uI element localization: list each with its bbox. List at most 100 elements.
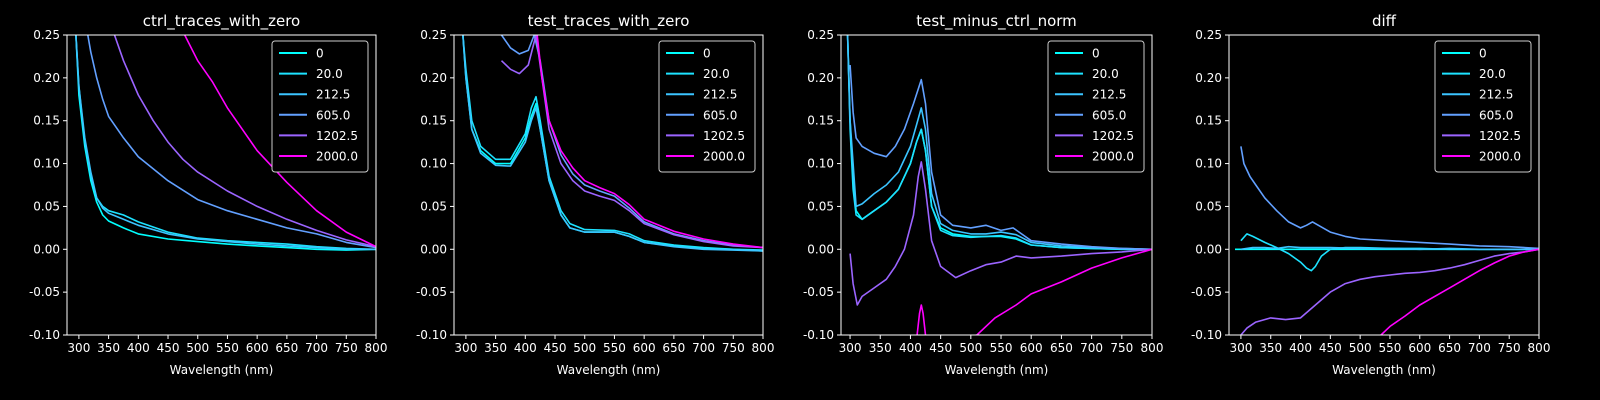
y-tick-label: 0.15: [33, 114, 60, 128]
x-tick-label: 700: [692, 341, 715, 355]
series-line-212.5: [1240, 245, 1539, 251]
y-tick-label: 0.25: [807, 28, 834, 42]
legend-label: 1202.5: [703, 129, 745, 143]
x-tick-label: 300: [1229, 341, 1252, 355]
legend-label: 0: [316, 47, 324, 61]
x-axis-label: Wavelength (nm): [170, 363, 274, 377]
x-tick-label: 350: [869, 341, 892, 355]
y-tick-label: 0.20: [420, 71, 447, 85]
legend-label: 20.0: [703, 67, 730, 81]
x-tick-label: 450: [157, 341, 180, 355]
legend-label: 2000.0: [316, 150, 358, 164]
y-tick-label: 0.10: [807, 157, 834, 171]
series-line-20.0: [846, 35, 1152, 251]
series-line-1202.5: [113, 35, 376, 248]
y-tick-label: 0.15: [1195, 114, 1222, 128]
x-tick-label: 450: [929, 341, 952, 355]
y-tick-label: 0.10: [1195, 157, 1222, 171]
x-tick-label: 650: [275, 341, 298, 355]
legend-label: 20.0: [316, 67, 343, 81]
x-tick-label: 700: [1468, 341, 1491, 355]
x-tick-label: 600: [1020, 341, 1043, 355]
x-tick-label: 600: [1408, 341, 1431, 355]
x-tick-label: 550: [1379, 341, 1402, 355]
x-tick-label: 300: [454, 341, 477, 355]
x-tick-label: 300: [67, 341, 90, 355]
x-tick-label: 800: [752, 341, 775, 355]
series-line-20.0: [1240, 233, 1539, 272]
legend: 0 20.0 212.5 605.0 1202.5 2000.0: [271, 40, 369, 173]
series-lines: [846, 35, 1152, 335]
x-tick-label: 800: [1528, 341, 1551, 355]
legend-label: 0: [1092, 47, 1100, 61]
x-tick-label: 350: [97, 341, 120, 355]
y-tick-label: 0.20: [33, 71, 60, 85]
x-tick-label: 400: [127, 341, 150, 355]
y-tick-label: -0.05: [803, 285, 834, 299]
legend-label: 1202.5: [1092, 129, 1134, 143]
legend-label: 605.0: [316, 108, 350, 122]
y-tick-label: 0.15: [420, 114, 447, 128]
y-tick-label: 0.05: [33, 199, 60, 213]
y-tick-label: 0.20: [807, 71, 834, 85]
y-tick-label: 0.25: [33, 28, 60, 42]
x-tick-label: 650: [1050, 341, 1073, 355]
series-lines: [462, 35, 763, 252]
chart-title: ctrl_traces_with_zero: [143, 12, 300, 31]
y-tick-label: 0.25: [1195, 28, 1222, 42]
x-tick-label: 800: [1141, 341, 1164, 355]
x-tick-label: 500: [1349, 341, 1372, 355]
y-tick-label: 0.15: [807, 114, 834, 128]
series-line-2000.0: [1380, 248, 1539, 335]
x-tick-label: 500: [573, 341, 596, 355]
legend-label: 1202.5: [316, 129, 358, 143]
series-line-2000.0: [916, 248, 1152, 335]
legend: 0 20.0 212.5 605.0 1202.5 2000.0: [658, 40, 756, 173]
series-lines: [1235, 146, 1539, 335]
y-tick-label: 0.05: [807, 199, 834, 213]
y-tick-label: -0.05: [1191, 285, 1222, 299]
y-tick-label: 0.10: [420, 157, 447, 171]
x-tick-label: 500: [959, 341, 982, 355]
x-tick-label: 500: [186, 341, 209, 355]
x-axis-label: Wavelength (nm): [557, 363, 661, 377]
series-line-2000.0: [536, 35, 763, 249]
x-tick-label: 300: [839, 341, 862, 355]
y-tick-label: -0.10: [416, 328, 447, 342]
chart-title: diff: [1372, 12, 1397, 30]
x-tick-label: 450: [1319, 341, 1342, 355]
chart-panel-2: test_traces_with_zero 300 350 400 450 500 550 6…: [416, 12, 775, 377]
series-line-2000.0: [183, 35, 376, 248]
series-line-1202.5: [849, 161, 1152, 306]
chart-title: test_traces_with_zero: [528, 12, 690, 31]
chart-panel-4: diff 300 350 400 450 500 550 600 650 700 750 800 -0.…: [1191, 12, 1551, 377]
x-tick-label: 350: [1259, 341, 1282, 355]
x-tick-label: 750: [722, 341, 745, 355]
x-tick-label: 600: [633, 341, 656, 355]
x-tick-label: 550: [990, 341, 1013, 355]
legend-label: 212.5: [1479, 88, 1513, 102]
axes-frame: [840, 34, 1153, 336]
y-tick-label: 0.05: [420, 199, 447, 213]
y-tick-label: 0.00: [420, 242, 447, 256]
axes-frame: [66, 34, 377, 336]
legend: 0 20.0 212.5 605.0 1202.5 2000.0: [1047, 40, 1145, 173]
legend-label: 0: [703, 47, 711, 61]
y-tick-label: 0.00: [33, 242, 60, 256]
legend-label: 2000.0: [703, 150, 745, 164]
legend: 0 20.0 212.5 605.0 1202.5 2000.0: [1434, 40, 1532, 173]
legend-label: 0: [1479, 47, 1487, 61]
x-tick-label: 800: [365, 341, 388, 355]
legend-label: 2000.0: [1092, 150, 1134, 164]
y-tick-label: 0.00: [1195, 242, 1222, 256]
legend-label: 212.5: [703, 88, 737, 102]
series-line-212.5: [846, 35, 1152, 251]
axes-frame: [453, 34, 764, 336]
y-tick-label: 0.20: [1195, 71, 1222, 85]
x-tick-label: 550: [216, 341, 239, 355]
x-tick-label: 700: [1080, 341, 1103, 355]
x-tick-label: 750: [335, 341, 358, 355]
x-axis-label: Wavelength (nm): [1332, 363, 1436, 377]
legend-label: 605.0: [703, 108, 737, 122]
